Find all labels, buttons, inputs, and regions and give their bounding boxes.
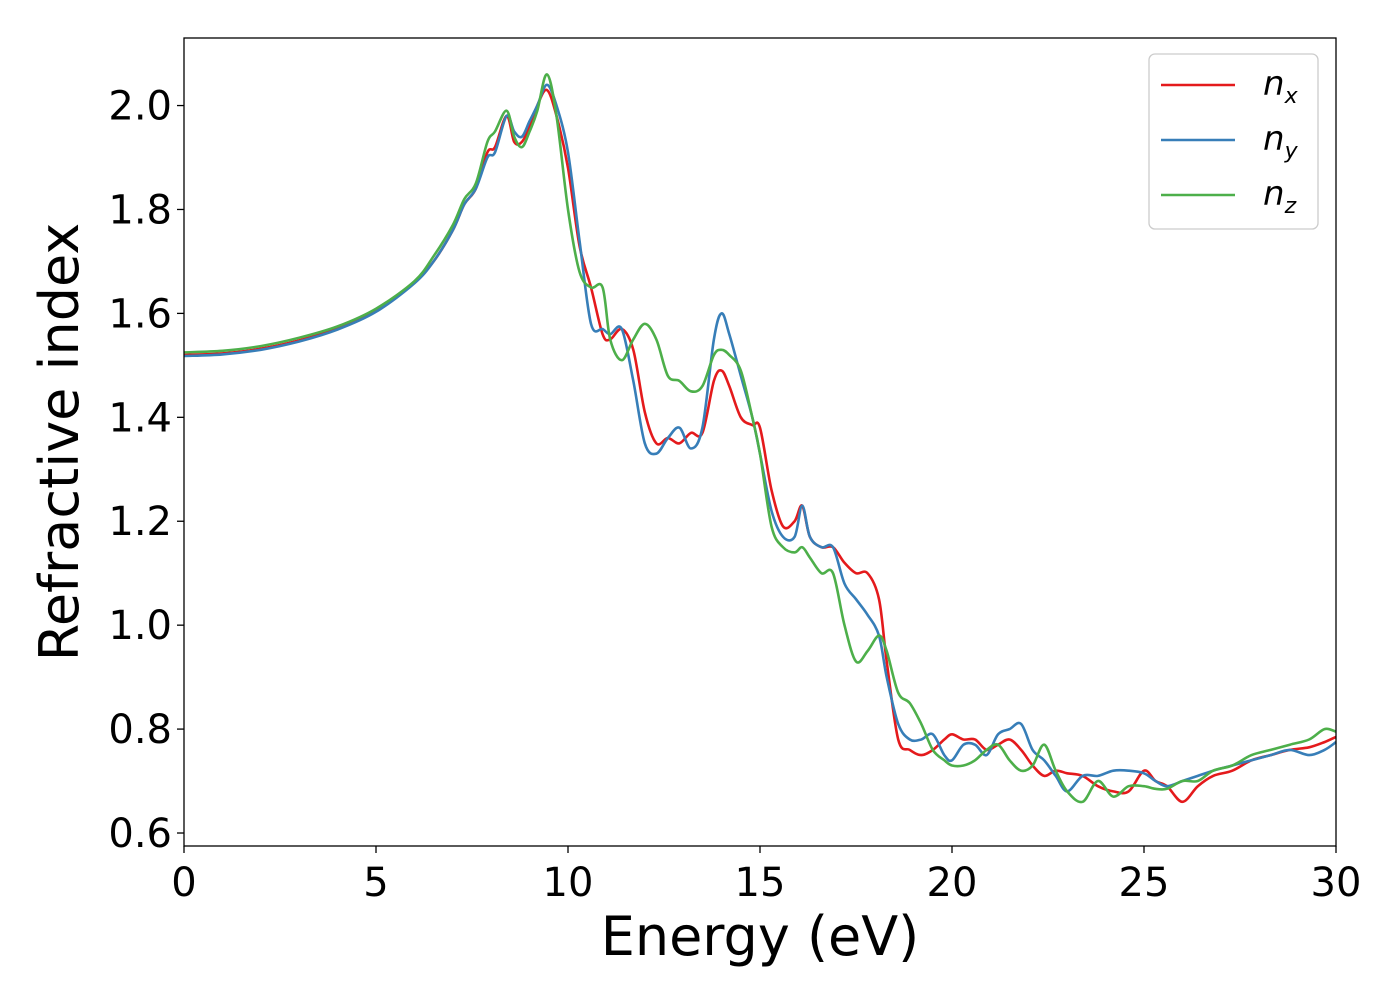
y-tick-label: 0.6 — [108, 811, 172, 857]
series-line-ny — [183, 83, 1337, 793]
legend-label-nx: nx — [1263, 64, 1299, 109]
y-tick-label: 1.0 — [108, 603, 172, 649]
x-tick-label: 10 — [543, 860, 594, 906]
y-tick-label: 1.6 — [108, 291, 172, 337]
legend-box — [1148, 53, 1319, 230]
x-axis-title: Energy (eV) — [601, 905, 920, 968]
x-tick-label: 15 — [735, 860, 786, 906]
x-tick-label: 30 — [1311, 860, 1362, 906]
y-axis-ticks: 0.6 0.8 1.0 1.2 1.4 1.6 1.8 2.0 — [108, 84, 184, 857]
x-tick-label: 0 — [171, 860, 196, 906]
plot-area — [184, 38, 1336, 846]
series-layer — [183, 73, 1337, 804]
y-tick-label: 0.8 — [108, 707, 172, 753]
y-tick-label: 1.2 — [108, 499, 172, 545]
y-tick-label: 1.8 — [108, 187, 172, 233]
x-tick-label: 5 — [363, 860, 388, 906]
legend-label-nz: nz — [1263, 174, 1297, 219]
y-tick-label: 1.4 — [108, 395, 172, 441]
x-axis-ticks: 0 5 10 15 20 25 30 — [171, 846, 1361, 906]
series-line-nz — [183, 73, 1337, 804]
series-line-nx — [183, 88, 1337, 804]
x-tick-label: 25 — [1119, 860, 1170, 906]
x-tick-label: 20 — [927, 860, 978, 906]
y-axis-title: Refractive index — [28, 223, 91, 662]
y-tick-label: 2.0 — [108, 84, 172, 130]
legend: nx ny nz — [1148, 53, 1319, 230]
legend-label-ny: ny — [1263, 119, 1299, 164]
